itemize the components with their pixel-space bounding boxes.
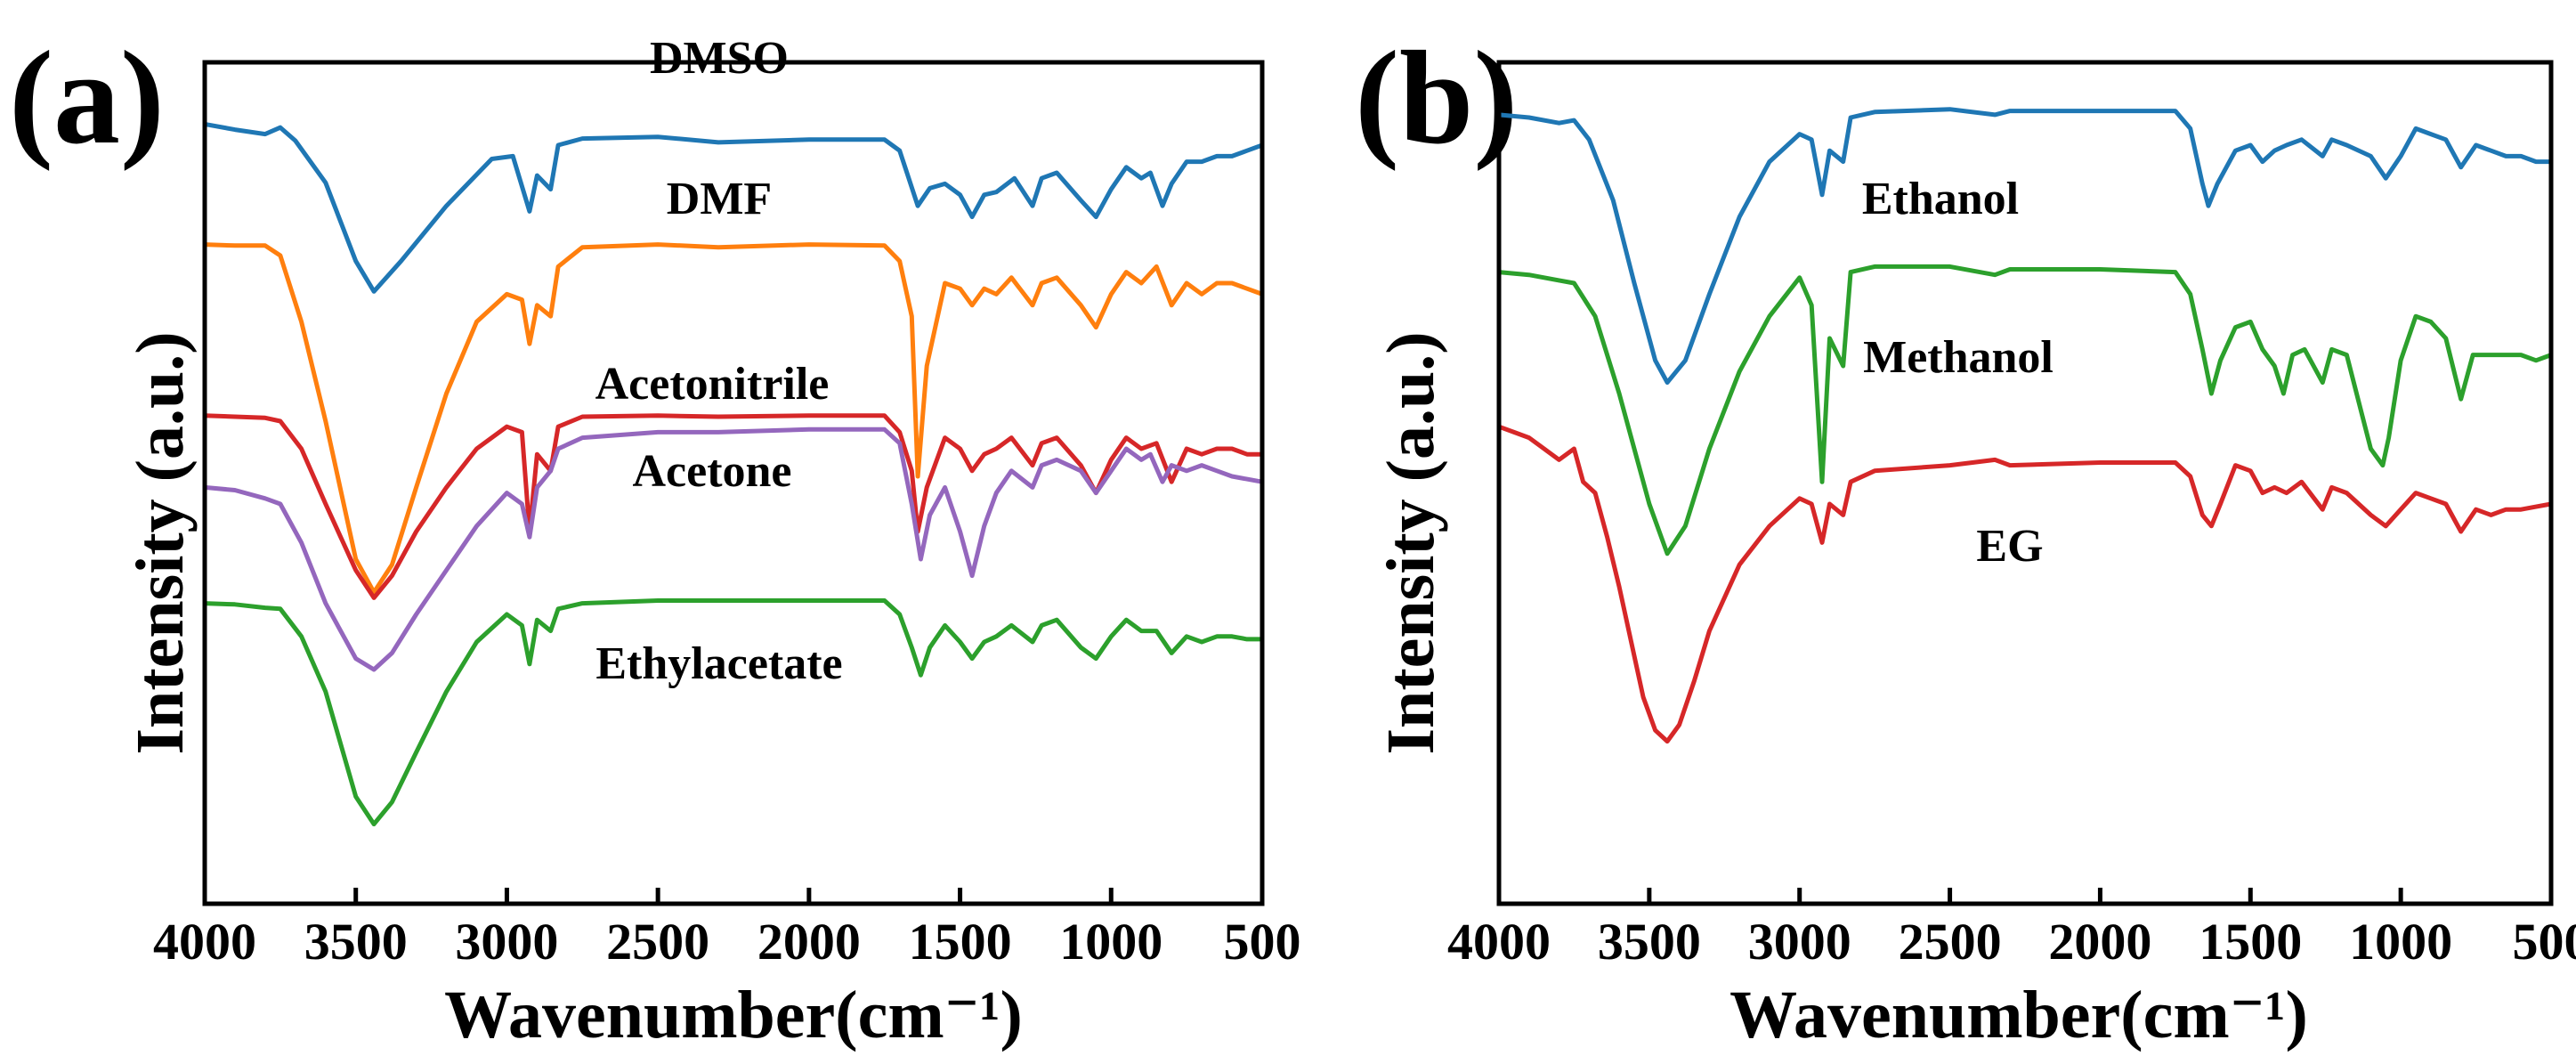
panel-b-plot-frame bbox=[1496, 60, 2554, 906]
panel-b-series-line-ethanol bbox=[1496, 107, 2554, 386]
panel-a-x-tick-label: 500 bbox=[1224, 913, 1301, 971]
panel-a-x-tick-label: 1500 bbox=[909, 913, 1012, 971]
panel-a-series-line-dmso bbox=[202, 121, 1265, 294]
panel-b-x-tick-label: 2000 bbox=[2048, 913, 2151, 971]
panel-b-x-axis-title: Wavenumber(cm⁻¹) bbox=[1729, 978, 2308, 1052]
panel-b-x-tick-label: 3000 bbox=[1748, 913, 1851, 971]
panel-b-series-label-eg: EG bbox=[1976, 521, 2043, 572]
panel-a-series-label-dmso: DMSO bbox=[650, 33, 789, 84]
panel-a: (a) Intensity (a.u.) Wavenumber(cm⁻¹) DM… bbox=[9, 24, 1301, 1052]
panel-a-series-line-acetone bbox=[202, 426, 1265, 672]
panel-b-x-tick-label: 2500 bbox=[1899, 913, 2002, 971]
panel-b-series-line-methanol bbox=[1496, 264, 2554, 556]
panel-b-y-axis-title: Intensity (a.u.) bbox=[1373, 331, 1448, 754]
panel-a-plot-frame bbox=[202, 60, 1265, 906]
panel-a-x-axis-title: Wavenumber(cm⁻¹) bbox=[444, 978, 1023, 1052]
panel-a-x-tick-label: 2000 bbox=[757, 913, 861, 971]
panel-a-x-tick-label: 2500 bbox=[606, 913, 709, 971]
panel-a-label: (a) bbox=[9, 24, 165, 172]
panel-b-series-labels: Ethanol Methanol EG bbox=[1862, 174, 2054, 572]
panel-a-series-group bbox=[202, 121, 1265, 827]
panel-a-x-tick-label: 1000 bbox=[1059, 913, 1162, 971]
panel-a-series-labels: DMSO DMF Acetonitrile Acetone Ethylacetate bbox=[595, 33, 843, 689]
panel-a-series-line-dmf bbox=[202, 242, 1265, 595]
panel-a-x-tick-label: 3000 bbox=[455, 913, 558, 971]
panel-a-x-ticks: 4000 3500 3000 2500 2000 1500 1000 500 bbox=[153, 888, 1301, 971]
panel-a-series-label-ethylacetate: Ethylacetate bbox=[595, 638, 842, 689]
panel-b-x-tick-label: 1500 bbox=[2199, 913, 2302, 971]
panel-a-x-tick-label: 3500 bbox=[304, 913, 408, 971]
panel-b-series-label-methanol: Methanol bbox=[1863, 332, 2054, 383]
panel-a-series-label-dmf: DMF bbox=[667, 174, 772, 224]
panel-b-x-ticks: 4000 3500 3000 2500 2000 1500 1000 500 bbox=[1447, 888, 2576, 971]
panel-a-series-label-acetonitrile: Acetonitrile bbox=[595, 359, 830, 410]
panel-a-x-tick-label: 4000 bbox=[153, 913, 256, 971]
panel-b-x-tick-label: 1000 bbox=[2349, 913, 2452, 971]
panel-a-series-label-acetone: Acetone bbox=[632, 446, 791, 497]
panel-b-x-tick-label: 4000 bbox=[1447, 913, 1551, 971]
panel-b-series-label-ethanol: Ethanol bbox=[1862, 174, 2019, 224]
panel-a-y-axis-title: Intensity (a.u.) bbox=[123, 331, 198, 754]
panel-b-label: (b) bbox=[1355, 24, 1518, 172]
panel-b: (b) Intensity (a.u.) Wavenumber(cm⁻¹) Et… bbox=[1355, 24, 2576, 1052]
panel-b-series-line-eg bbox=[1496, 424, 2554, 744]
panel-b-series-group bbox=[1496, 107, 2554, 744]
panel-b-x-tick-label: 3500 bbox=[1598, 913, 1701, 971]
panel-a-series-line-acetonitrile bbox=[202, 413, 1265, 600]
panel-a-series-line-ethylacetate bbox=[202, 598, 1265, 827]
panel-b-x-tick-label: 500 bbox=[2513, 913, 2576, 971]
